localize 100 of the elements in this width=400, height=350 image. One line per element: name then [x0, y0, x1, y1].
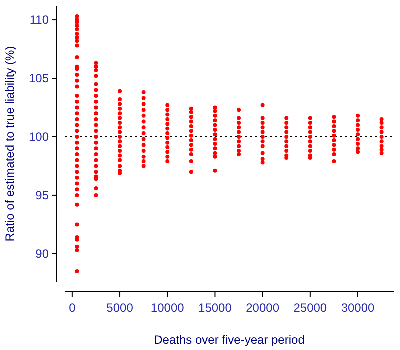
point	[166, 117, 170, 122]
point	[237, 126, 242, 130]
point	[94, 100, 98, 104]
point	[356, 114, 360, 118]
point	[213, 146, 218, 151]
point	[284, 126, 289, 130]
y-tick-label: 90	[36, 247, 50, 262]
point	[75, 152, 80, 157]
point	[75, 117, 80, 122]
point	[166, 122, 170, 126]
point	[356, 118, 360, 123]
point	[166, 131, 170, 136]
point	[94, 94, 98, 98]
point	[75, 129, 80, 134]
point	[75, 193, 80, 198]
point	[213, 128, 218, 132]
point	[237, 116, 242, 120]
point	[213, 114, 218, 118]
point	[142, 90, 146, 95]
point	[118, 134, 122, 139]
point	[118, 98, 122, 102]
point	[332, 143, 336, 148]
point	[332, 138, 336, 142]
point	[142, 160, 146, 164]
point	[118, 120, 122, 125]
point	[75, 158, 80, 162]
point	[75, 84, 80, 89]
point	[142, 102, 146, 106]
point	[308, 140, 312, 144]
point	[189, 120, 194, 124]
point	[75, 202, 80, 207]
point	[308, 116, 312, 120]
point	[284, 116, 289, 120]
point	[260, 130, 265, 134]
point	[75, 112, 80, 116]
point	[75, 134, 80, 139]
point	[356, 142, 360, 146]
point	[380, 151, 384, 156]
point	[332, 152, 336, 157]
point	[94, 117, 98, 122]
point	[94, 140, 98, 145]
point	[213, 154, 218, 159]
point	[118, 140, 122, 144]
point	[189, 124, 194, 128]
point	[94, 134, 98, 139]
point	[94, 106, 98, 110]
point	[260, 160, 265, 165]
y-tick-label: 95	[36, 188, 50, 203]
point	[237, 120, 242, 125]
point	[260, 151, 265, 156]
point	[356, 123, 360, 128]
point	[75, 146, 80, 151]
point	[142, 96, 146, 100]
y-tick-label: 105	[28, 72, 50, 86]
point	[237, 130, 242, 134]
point	[94, 177, 98, 182]
point	[75, 170, 80, 174]
point	[189, 143, 194, 148]
point	[356, 137, 360, 142]
point	[118, 144, 122, 148]
point	[237, 152, 242, 157]
point	[118, 171, 122, 176]
point	[260, 157, 265, 162]
point	[189, 138, 194, 142]
point	[213, 137, 218, 142]
point	[75, 55, 80, 60]
point	[189, 129, 194, 134]
point	[142, 120, 146, 124]
point	[166, 108, 170, 112]
point	[118, 116, 122, 120]
point	[284, 130, 289, 134]
point	[260, 140, 265, 144]
point	[189, 134, 194, 138]
point	[332, 148, 336, 152]
x-axis-title: Deaths over five-year period	[154, 333, 305, 347]
x-tick-label: 30000	[341, 301, 376, 315]
point	[94, 164, 98, 168]
point	[118, 106, 122, 111]
point	[142, 108, 146, 112]
point	[332, 134, 336, 138]
point	[189, 110, 194, 114]
point	[75, 27, 80, 32]
point	[94, 74, 98, 78]
point	[380, 117, 384, 122]
point	[94, 129, 98, 134]
point	[213, 132, 218, 137]
y-tick-label: 100	[28, 130, 50, 144]
point	[75, 44, 80, 48]
point	[356, 146, 360, 151]
point	[166, 146, 170, 150]
point	[284, 140, 289, 144]
point	[94, 64, 98, 69]
x-tick-label: 5000	[106, 301, 134, 315]
point	[308, 156, 312, 160]
y-tick-label: 110	[30, 13, 50, 28]
point	[75, 176, 80, 180]
point	[332, 115, 336, 120]
point	[142, 131, 146, 136]
point	[260, 116, 265, 120]
point	[94, 123, 98, 128]
